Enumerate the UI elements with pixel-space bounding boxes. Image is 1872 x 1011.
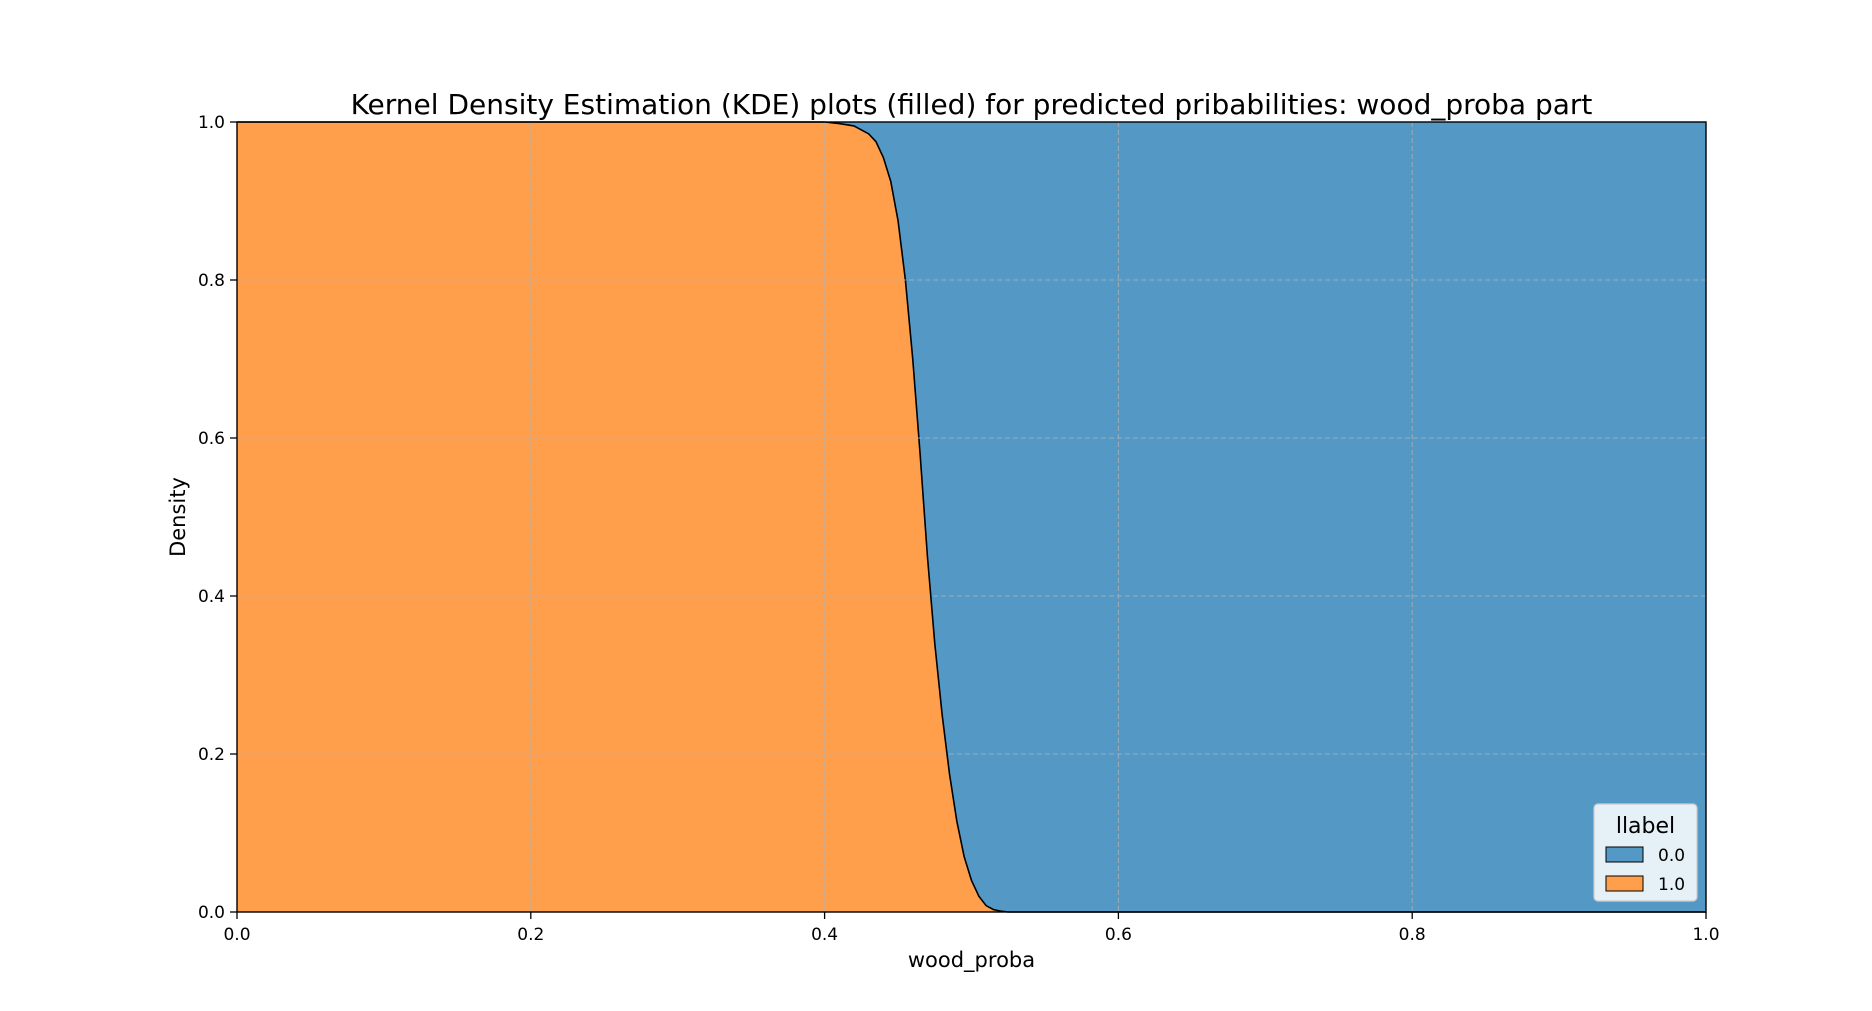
- series-area-0.0: [237, 122, 1706, 912]
- legend: llabel 0.0 1.0: [1593, 803, 1698, 902]
- y-tick-label-3: 0.6: [198, 429, 225, 449]
- chart-title: Kernel Density Estimation (KDE) plots (f…: [351, 88, 1593, 121]
- x-tick-label-3: 0.6: [1105, 925, 1132, 945]
- grid-lines: [237, 122, 1706, 912]
- y-axis-label: Density: [166, 477, 190, 557]
- plot-area: [236, 121, 1707, 913]
- y-tick-label-1: 0.2: [198, 745, 225, 765]
- x-tick-label-1: 0.2: [517, 925, 544, 945]
- legend-swatch-0.0: [1605, 846, 1644, 863]
- x-tick-label-4: 0.8: [1399, 925, 1426, 945]
- series-area-1.0: [237, 122, 1706, 912]
- y-tick-label-2: 0.4: [198, 587, 225, 607]
- y-tick-label-4: 0.8: [198, 271, 225, 291]
- x-axis-ticks: 0.0 0.2 0.4 0.6 0.8 1.0: [223, 912, 1720, 945]
- y-tick-label-5: 1.0: [198, 113, 225, 133]
- legend-swatch-1.0: [1605, 875, 1644, 892]
- kde-boundary-line: [237, 121, 1706, 913]
- y-tick-label-0: 0.0: [198, 903, 225, 923]
- axes-frame: [236, 121, 1707, 913]
- y-axis-ticks: 0.0 0.2 0.4 0.6 0.8 1.0: [198, 113, 237, 923]
- x-axis-label: wood_proba: [908, 948, 1035, 973]
- legend-entry-0.0: 0.0: [1658, 846, 1685, 866]
- x-tick-label-2: 0.4: [811, 925, 838, 945]
- legend-title: llabel: [1616, 814, 1675, 839]
- x-tick-label-5: 1.0: [1692, 925, 1719, 945]
- legend-entry-1.0: 1.0: [1658, 875, 1685, 895]
- x-tick-label-0: 0.0: [223, 925, 250, 945]
